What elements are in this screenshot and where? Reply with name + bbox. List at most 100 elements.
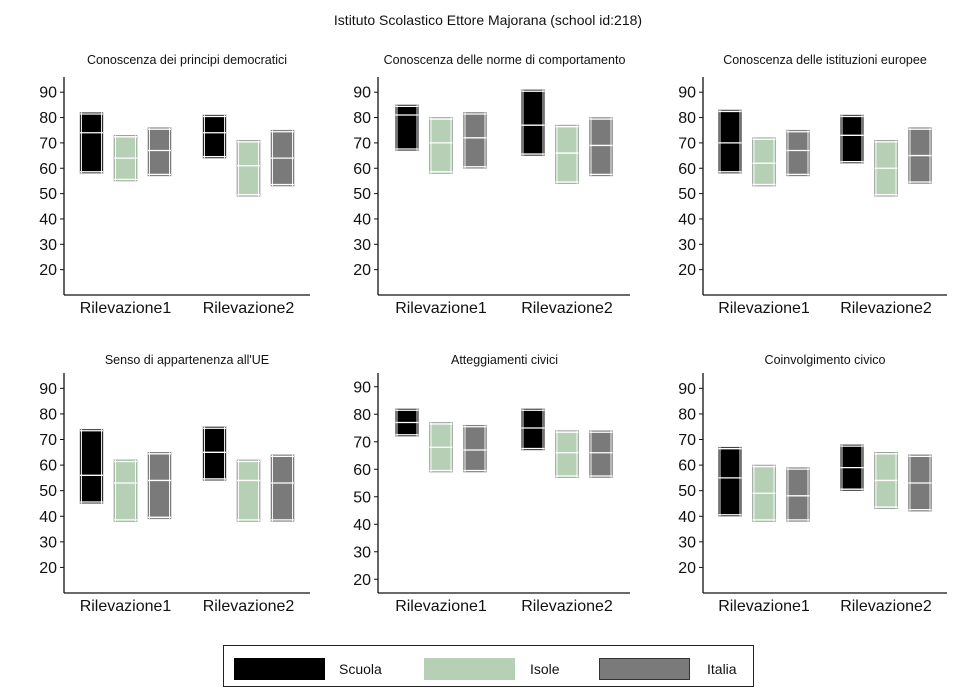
panel-3-ytick-label-90: 90 [678,85,696,102]
panel-3-ytick-label-40: 40 [678,211,696,228]
panel-3-scuola-r1-box [718,109,742,174]
panel-4-ytick-label-50: 50 [39,483,57,500]
panel-5-italia-r1-box [463,424,487,473]
panel-2-ytick-label-50: 50 [353,186,371,203]
panel-1-ytick-label-80: 80 [39,110,57,127]
panel-4-ytick-label-80: 80 [39,406,57,423]
legend: Scuola Isole Italia [223,645,754,687]
panel-6-ytick-label-80: 80 [678,406,696,423]
panel-4-scuola-r1-box [79,428,104,504]
panel-2-scuola-r1-box [395,104,419,151]
legend-swatch-italia [599,658,690,680]
panel-6-scuola-r1-box [718,446,742,517]
legend-label-italia: Italia [707,661,737,677]
panel-2-ytick-label-20: 20 [353,262,371,279]
panel-title-3: Conoscenza delle istituzioni europee [723,53,927,67]
panel-6-ytick-label-20: 20 [678,560,696,577]
panel-2-xtick-label-2: Rilevazione2 [521,300,613,317]
panel-1-ytick-label-20: 20 [39,262,57,279]
panel-4-italia-r2-box [270,454,295,522]
panel-2-isole-r2-box [555,124,579,184]
legend-swatch-scuola [234,658,325,680]
panel-4-ytick-label-60: 60 [39,458,57,475]
panel-5-xtick-label-1: Rilevazione1 [395,598,487,615]
legend-label-scuola: Scuola [339,661,382,677]
panel-5-xtick-label-2: Rilevazione2 [521,598,613,615]
panel-4-ytick-label-20: 20 [39,560,57,577]
panel-3-isole-r1-box [752,137,776,187]
panel-1-ytick-label-40: 40 [39,211,57,228]
legend-label-isole: Isole [530,661,560,677]
panel-title-4: Senso di appartenenza all'UE [104,353,270,367]
panel-title-2: Conoscenza delle norme di comportamento [383,53,626,67]
panel-1-scuola-r1-box [79,112,104,174]
panel-2-ytick-label-80: 80 [353,110,371,127]
panel-1-ytick-label-60: 60 [39,161,57,178]
panel-1-italia-r1-box [147,127,172,177]
panel-3-ytick-label-60: 60 [678,161,696,178]
panel-5-ytick-label-50: 50 [353,489,371,506]
panel-3-scuola-r2-box [840,114,864,164]
panel-6-ytick-label-50: 50 [678,483,696,500]
panel-4-xtick-label-2: Rilevazione2 [203,598,295,615]
legend-swatch-isole [424,658,515,680]
panel-4-italia-r1-box [147,452,172,520]
panel-5-ytick-label-20: 20 [353,572,371,589]
panel-1-ytick-label-50: 50 [39,186,57,203]
panel-3-italia-r1-box [786,129,810,177]
panel-5-ytick-label-90: 90 [353,379,371,396]
panel-2-xtick-label-1: Rilevazione1 [395,300,487,317]
legend-item-italia: Italia [599,646,749,686]
panel-2-isole-r1-box [429,117,453,174]
panel-5-scuola-r2-box [521,408,545,451]
panel-4-xtick-label-1: Rilevazione1 [80,598,172,615]
panel-5-isole-r2-box [555,430,579,478]
panel-4-isole-r2-box [236,459,261,522]
panel-4-ytick-label-40: 40 [39,509,57,526]
panel-1-xtick-label-1: Rilevazione1 [80,300,172,317]
panel-5-ytick-label-70: 70 [353,434,371,451]
panel-6-ytick-label-40: 40 [678,509,696,526]
panel-3-ytick-label-80: 80 [678,110,696,127]
panel-5-italia-r2-box [589,430,613,478]
panel-1-isole-r2-box [236,140,261,197]
legend-item-isole: Isole [424,646,594,686]
panel-2-scuola-r2-box [521,89,545,156]
chart-main-title: Istituto Scolastico Ettore Majorana (sch… [333,12,643,28]
panel-2-ytick-label-60: 60 [353,161,371,178]
panel-1-xtick-label-2: Rilevazione2 [203,300,295,317]
panel-6-ytick-label-70: 70 [678,432,696,449]
panel-3-xtick-label-1: Rilevazione1 [718,300,810,317]
legend-item-scuola: Scuola [234,646,404,686]
panel-6-xtick-label-1: Rilevazione1 [718,598,810,615]
panel-5-ytick-label-60: 60 [353,462,371,479]
panel-2-ytick-label-70: 70 [353,135,371,152]
panel-2-italia-r2-box [589,117,613,177]
panel-title-5: Atteggiamenti civici [451,353,558,367]
panel-1-scuola-r2-box [202,114,227,159]
panel-4-ytick-label-30: 30 [39,534,57,551]
panel-6-xtick-label-2: Rilevazione2 [840,598,932,615]
panel-3-ytick-label-70: 70 [678,135,696,152]
panel-3-ytick-label-50: 50 [678,186,696,203]
panel-title-6: Coinvolgimento civico [764,353,886,367]
panel-1-ytick-label-70: 70 [39,135,57,152]
panel-3-ytick-label-30: 30 [678,237,696,254]
panel-title-1: Conoscenza dei principi democratici [86,53,288,67]
panel-5-ytick-label-80: 80 [353,407,371,424]
panel-6-ytick-label-90: 90 [678,381,696,398]
panel-6-italia-r1-box [786,467,810,522]
panel-3-ytick-label-20: 20 [678,262,696,279]
panel-5-ytick-label-40: 40 [353,517,371,534]
panel-4-ytick-label-90: 90 [39,381,57,398]
panel-6-ytick-label-60: 60 [678,458,696,475]
panel-2-ytick-label-90: 90 [353,85,371,102]
panel-2-ytick-label-40: 40 [353,211,371,228]
panel-1-ytick-label-30: 30 [39,237,57,254]
panel-5-ytick-label-30: 30 [353,544,371,561]
panel-4-isole-r1-box [113,459,138,522]
panel-1-ytick-label-90: 90 [39,85,57,102]
panel-2-ytick-label-30: 30 [353,237,371,254]
panel-2-italia-r1-box [463,112,487,169]
